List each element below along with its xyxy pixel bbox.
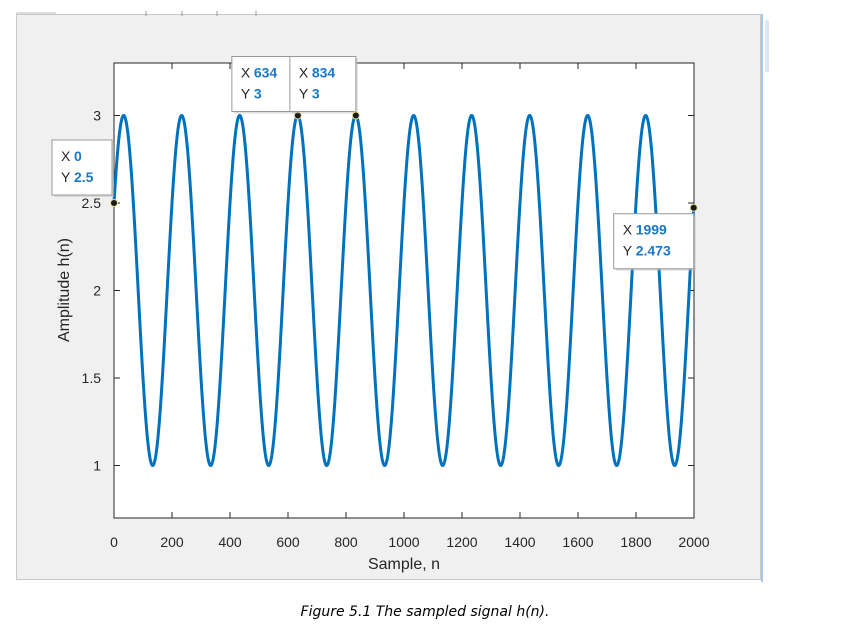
signal-series-line [112, 113, 696, 468]
datatip: X 0Y 2.5 [51, 139, 118, 207]
y-axis-title: Amplitude h(n) [56, 238, 73, 342]
datatip-x-key: X [61, 148, 71, 164]
y-tick-label: 3 [93, 108, 101, 124]
x-tick-label: 200 [160, 534, 184, 550]
datatip-x-value: 1999 [636, 222, 667, 238]
datatip-marker [110, 199, 118, 207]
datatip-box [613, 213, 695, 270]
x-tick-label: 400 [218, 534, 242, 550]
datatip-x-value: 0 [74, 148, 82, 164]
datatip-box [289, 56, 357, 112]
y-tick-label: 1 [93, 458, 101, 474]
toolbar-edge [16, 11, 257, 16]
datatip-marker [351, 111, 360, 120]
x-tick-label: 1600 [562, 534, 593, 550]
axis-ticks: 0 200 400 600 800 1000 1200 1400 1600 1800 2000 1 1.… [82, 63, 710, 550]
x-tick-label: 2000 [678, 534, 709, 550]
line-chart: 0 200 400 600 800 1000 1200 1400 1600 1800 2000 1 1.… [51, 56, 710, 573]
datatip-box [51, 139, 113, 196]
datatip-y-key: Y [623, 243, 633, 259]
datatip-y-value: 2.5 [74, 169, 94, 185]
plot-area [113, 62, 695, 519]
datatip-y-value: 3 [312, 86, 320, 102]
window-scrollbar[interactable] [761, 14, 771, 582]
datatip-y-key: Y [61, 169, 71, 185]
x-tick-label: 600 [276, 534, 300, 550]
datatip-y-key: Y [299, 86, 309, 102]
x-tick-label: 1000 [388, 534, 419, 550]
x-tick-label: 1200 [446, 534, 477, 550]
x-tick-label: 800 [334, 534, 358, 550]
datatip-x-key: X [241, 65, 251, 81]
y-tick-label: 1.5 [82, 370, 102, 386]
y-tick-label: 2 [93, 283, 101, 299]
datatip-x-key: X [623, 222, 633, 238]
x-tick-label: 1800 [620, 534, 651, 550]
y-tick-label: 2.5 [82, 195, 102, 211]
datatip-x-value: 834 [312, 65, 336, 81]
datatip-x-key: X [299, 65, 309, 81]
x-tick-label: 1400 [504, 534, 535, 550]
datatip-y-value: 2.473 [636, 243, 671, 259]
datatip-marker [689, 203, 698, 212]
x-tick-label: 0 [110, 534, 118, 550]
x-axis-title: Sample, n [368, 556, 440, 573]
scrollbar-thumb[interactable] [765, 20, 769, 72]
datatip-y-value: 3 [254, 86, 262, 102]
datatip-x-value: 634 [254, 65, 278, 81]
figure-caption: Figure 5.1 The sampled signal h(n). [300, 604, 550, 620]
datatip-y-key: Y [241, 86, 251, 102]
